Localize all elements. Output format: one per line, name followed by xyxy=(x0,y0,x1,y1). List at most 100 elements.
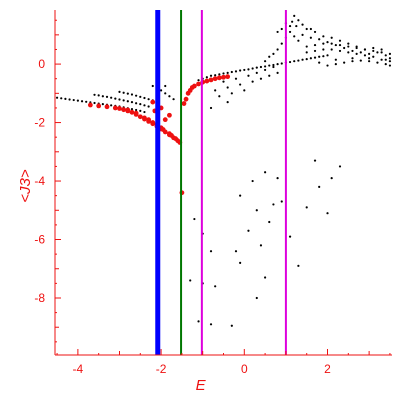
x-tick-label: -2 xyxy=(156,362,167,376)
black-point xyxy=(172,98,175,101)
black-point xyxy=(259,244,263,247)
red-point xyxy=(129,109,135,115)
black-point xyxy=(268,64,271,67)
black-point xyxy=(239,69,242,72)
black-point xyxy=(368,52,371,55)
black-point xyxy=(93,93,96,96)
black-point xyxy=(264,65,267,68)
black-point xyxy=(143,104,146,107)
black-point xyxy=(338,49,342,53)
black-point xyxy=(326,64,329,67)
black-point xyxy=(297,264,300,267)
black-point xyxy=(355,46,358,50)
vertical-lines xyxy=(155,10,287,355)
black-point xyxy=(130,108,134,111)
black-point xyxy=(309,57,312,60)
black-point xyxy=(359,51,362,54)
black-point xyxy=(376,51,379,54)
black-point xyxy=(80,100,84,103)
black-point xyxy=(72,98,75,102)
black-point xyxy=(318,61,321,64)
black-point xyxy=(222,80,225,83)
black-point xyxy=(272,203,275,206)
black-point xyxy=(313,43,317,47)
black-point xyxy=(209,74,213,77)
black-point xyxy=(247,229,250,232)
black-point xyxy=(60,97,63,100)
black-point xyxy=(318,55,321,58)
black-point xyxy=(139,95,142,98)
black-point xyxy=(264,276,267,279)
black-point xyxy=(234,250,238,253)
black-point xyxy=(293,35,296,38)
black-point xyxy=(214,89,217,92)
black-point xyxy=(135,102,138,105)
black-point xyxy=(130,100,134,104)
black-point xyxy=(230,92,233,95)
black-point xyxy=(97,94,100,97)
black-point xyxy=(338,43,342,47)
black-point xyxy=(388,52,392,55)
red-point xyxy=(169,133,174,138)
black-point xyxy=(384,58,387,61)
black-point xyxy=(334,62,337,66)
red-point xyxy=(173,136,179,142)
red-point xyxy=(181,101,187,106)
black-point xyxy=(368,57,371,60)
black-point xyxy=(305,58,308,61)
black-point xyxy=(372,55,375,58)
black-point xyxy=(376,61,379,64)
black-point xyxy=(189,279,192,282)
red-point xyxy=(133,110,139,116)
black-point xyxy=(218,73,221,76)
black-point xyxy=(305,45,308,48)
black-point xyxy=(147,105,150,108)
black-point xyxy=(209,250,213,253)
red-point xyxy=(150,99,156,105)
red-point xyxy=(204,78,210,84)
black-point xyxy=(288,235,292,238)
black-point xyxy=(276,48,279,51)
black-point xyxy=(268,55,271,58)
black-point xyxy=(147,98,150,101)
black-point xyxy=(322,48,325,51)
black-point xyxy=(222,72,225,75)
y-tick-label: 0 xyxy=(38,57,45,71)
black-point xyxy=(347,51,350,54)
black-point xyxy=(247,68,250,71)
red-point xyxy=(208,77,214,83)
black-point xyxy=(368,60,371,63)
black-point xyxy=(251,67,254,70)
red-point xyxy=(96,103,102,109)
black-point xyxy=(297,39,300,42)
black-point xyxy=(338,39,342,42)
black-point xyxy=(197,79,200,82)
black-point xyxy=(110,96,113,99)
black-point xyxy=(330,42,333,45)
black-point xyxy=(322,42,325,45)
black-point xyxy=(122,91,125,94)
black-point xyxy=(259,65,263,69)
black-point xyxy=(159,89,163,92)
black-point xyxy=(280,42,283,45)
black-point xyxy=(64,97,67,100)
black-point xyxy=(255,296,258,300)
y-tick-label: -4 xyxy=(34,174,45,188)
black-point xyxy=(313,30,317,34)
red-point xyxy=(121,107,127,113)
black-point xyxy=(272,63,275,67)
black-point xyxy=(268,220,271,224)
black-point xyxy=(264,171,267,174)
black-point xyxy=(305,27,308,31)
black-point xyxy=(230,324,233,327)
black-point xyxy=(288,60,292,64)
black-point xyxy=(326,54,329,57)
red-point xyxy=(150,120,156,125)
black-point xyxy=(380,48,383,51)
red-point xyxy=(112,105,118,111)
red-point xyxy=(160,127,166,132)
x-tick-label: -4 xyxy=(73,362,84,376)
black-point xyxy=(105,95,109,98)
black-point xyxy=(318,38,321,41)
black-point xyxy=(318,185,321,188)
